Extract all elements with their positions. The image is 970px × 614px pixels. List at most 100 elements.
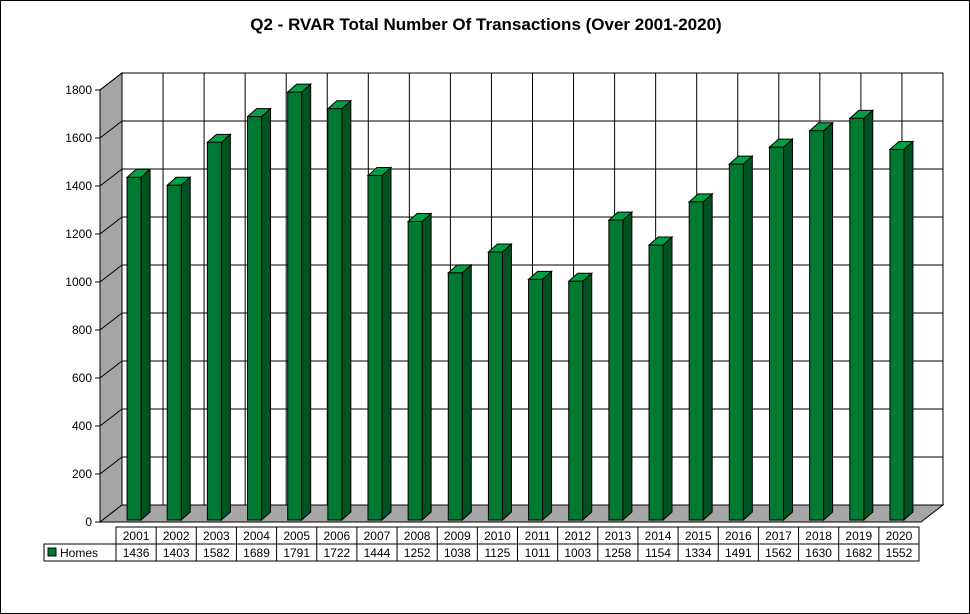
side-gridline [99,120,123,139]
side-gridline [99,216,123,235]
bar [888,140,915,522]
bar [366,166,393,522]
bar [446,263,473,522]
bar-front [728,163,744,521]
bar-side [261,107,272,522]
category-label: 2001 [123,529,150,543]
category-label: 2002 [163,529,190,543]
category-label: 2016 [725,529,752,543]
bar-side [622,210,633,522]
bar [487,242,513,522]
value-label: 1003 [564,546,591,560]
value-label: 1491 [725,546,752,560]
bar-side [301,83,312,522]
category-label: 2004 [243,529,270,543]
bar [848,109,875,522]
bar-side [341,99,352,522]
bar-side [421,212,432,522]
bar-front [889,149,905,521]
bar [246,107,272,522]
bar [607,210,634,522]
bar-front [407,221,423,521]
bar-side [140,168,151,522]
bar [768,138,794,522]
value-label: 1582 [203,546,230,560]
category-label: 2012 [564,529,591,543]
category-label: 2014 [645,529,672,543]
value-label: 1011 [525,546,551,560]
value-label: 1038 [444,546,471,560]
bar [527,270,553,522]
category-label: 2009 [444,529,471,543]
bar [687,192,714,522]
value-label: 1552 [886,546,913,560]
bar-side [542,270,553,522]
bar-front [166,184,182,521]
bar [206,133,232,522]
bar-side [381,166,392,522]
bar-front [648,244,664,521]
value-label: 1791 [283,546,310,560]
bar [165,176,192,522]
bar-side [582,272,593,522]
bar-front [608,219,624,521]
side-wall [99,71,123,524]
bar [808,121,834,522]
value-label: 1125 [485,546,511,560]
category-label: 2015 [685,529,712,543]
value-label: 1630 [805,546,832,560]
bar-side [903,140,914,522]
y-tick-label: 0 [85,515,92,529]
y-tick-label: 1400 [65,179,92,193]
bar [326,99,353,522]
bar [125,168,152,522]
y-tick-label: 200 [72,467,92,481]
bar [567,272,594,522]
bar-side [461,263,472,522]
bar-front [447,272,463,521]
bar-side [742,155,753,522]
bar [728,155,754,522]
category-label: 2007 [364,529,391,543]
category-label: 2018 [805,529,832,543]
side-gridline [99,264,123,283]
category-label: 2020 [886,529,913,543]
side-gridline [99,408,123,427]
y-tick-label: 1200 [65,227,92,241]
bar-front [287,91,303,521]
bar-front [768,146,784,521]
chart-title: Q2 - RVAR Total Number Of Transactions (… [250,15,722,34]
side-gridline [99,360,123,379]
bar-side [702,192,713,522]
category-label: 2013 [605,529,632,543]
bar-front [126,176,142,521]
bars [125,83,915,522]
y-tick-label: 1000 [65,275,92,289]
legend-swatch [47,547,57,557]
bar-front [247,116,263,521]
bar [286,83,312,522]
bar-front [487,251,503,521]
category-label: 2019 [845,529,872,543]
y-tick-label: 1800 [65,83,92,97]
y-tick-label: 600 [72,371,92,385]
bar-front [809,130,825,521]
category-label: 2011 [525,529,551,543]
bar-side [782,138,793,522]
bar-side [220,133,231,522]
data-table: Homes 2001 1436 2002 1403 2003 1582 2004 1689 200… [43,526,920,562]
bar-side [863,109,874,522]
y-tick-label: 1600 [65,131,92,145]
value-label: 1252 [404,546,431,560]
category-label: 2008 [404,529,431,543]
value-label: 1682 [845,546,872,560]
side-gridline [99,456,123,475]
bar-front [367,174,383,521]
value-label: 1444 [364,546,391,560]
side-gridline [99,72,123,91]
y-axis: 0 200 400 600 800 1000 1200 1400 1600 1800 [65,83,100,529]
bar-side [180,176,191,522]
bar-front [327,108,343,521]
value-label: 1258 [605,546,632,560]
